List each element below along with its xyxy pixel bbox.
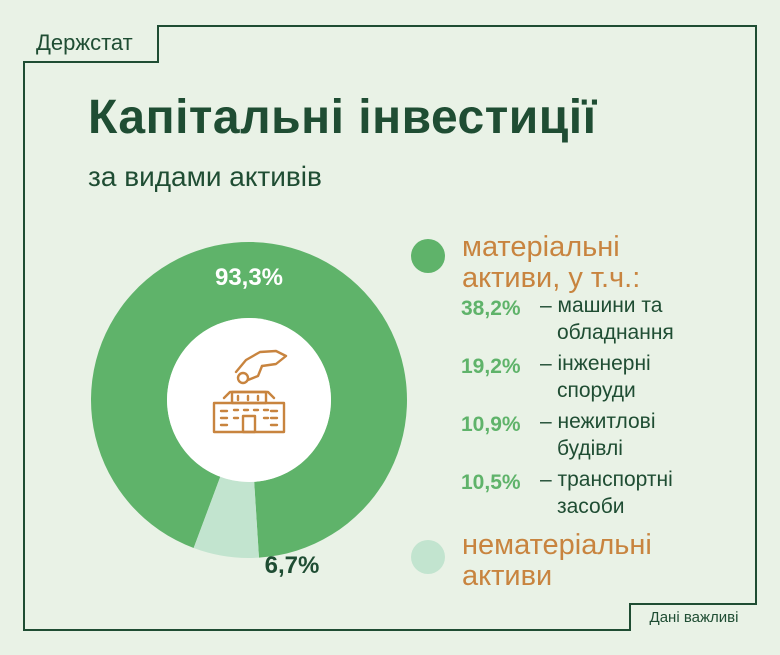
legend-label-intangible: нематеріальні активи (462, 530, 652, 592)
legend-dot-material (411, 239, 445, 273)
breakdown-value: 10,5% (461, 471, 521, 495)
breakdown-label: – інженерні споруди (540, 350, 651, 404)
legend-label-material: матеріальні активи, у т.ч.: (462, 232, 640, 294)
footer-tag: Дані важливі (629, 603, 757, 631)
breakdown-label: – транспортні засоби (540, 466, 673, 520)
breakdown-label: – нежитлові будівлі (540, 408, 655, 462)
breakdown-label: – машини та обладнання (540, 292, 674, 346)
legend-dot-intangible (411, 540, 445, 574)
breakdown-value: 10,9% (461, 413, 521, 437)
slice-label-intangible: 6,7% (265, 552, 320, 579)
slice-label-material: 93,3% (215, 264, 283, 291)
breakdown-value: 19,2% (461, 355, 521, 379)
breakdown-value: 38,2% (461, 297, 521, 321)
